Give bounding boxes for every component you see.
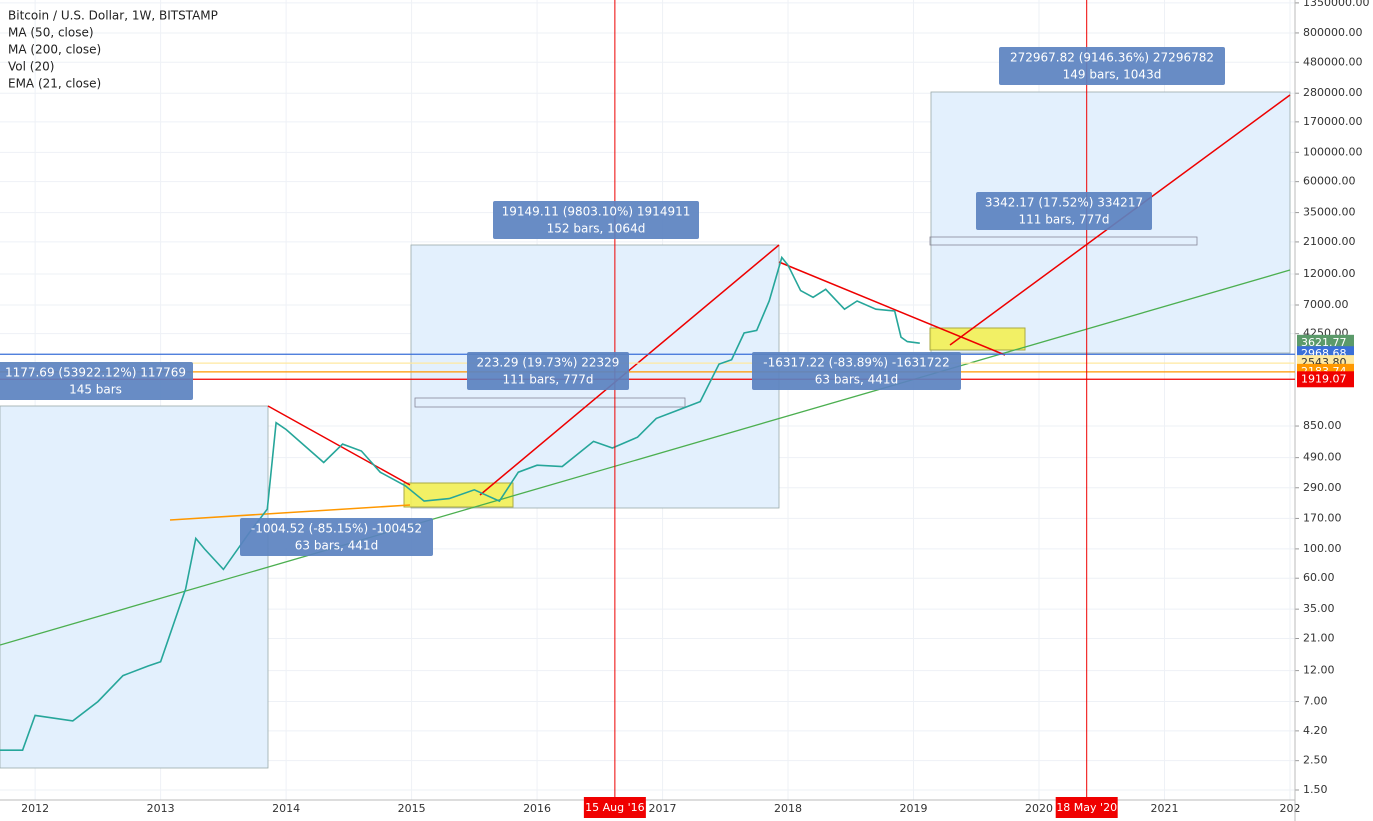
y-tick-label: 4.20 bbox=[1303, 724, 1328, 737]
measure-label: 111 bars, 777d bbox=[502, 373, 593, 387]
x-tick-label: 2013 bbox=[147, 802, 175, 815]
measure-label: 152 bars, 1064d bbox=[547, 222, 646, 236]
y-tick-label: 12000.00 bbox=[1303, 267, 1356, 280]
x-tick-label: 2017 bbox=[649, 802, 677, 815]
study-label: Vol (20) bbox=[8, 60, 54, 74]
y-tick-label: 800000.00 bbox=[1303, 26, 1363, 39]
trend-line bbox=[267, 405, 411, 486]
y-tick-label: 7.00 bbox=[1303, 695, 1328, 708]
x-tick-label: 2016 bbox=[523, 802, 551, 815]
y-tick-label: 480000.00 bbox=[1303, 55, 1363, 68]
measure-label: 3342.17 (17.52%) 334217 bbox=[985, 196, 1143, 210]
range-box bbox=[414, 397, 686, 408]
symbol-title: Bitcoin / U.S. Dollar, 1W, BITSTAMP bbox=[8, 9, 218, 23]
x-tick-label: 2019 bbox=[900, 802, 928, 815]
marker-tag: 18 May '20 bbox=[1056, 801, 1117, 814]
y-tick-label: 100.00 bbox=[1303, 542, 1342, 555]
trend-line bbox=[479, 244, 780, 496]
y-tick-label: 280000.00 bbox=[1303, 86, 1363, 99]
y-tick-label: 170000.00 bbox=[1303, 115, 1363, 128]
marker-tag: 15 Aug '16 bbox=[585, 801, 645, 814]
y-tick-label: 7000.00 bbox=[1303, 298, 1349, 311]
study-label: MA (200, close) bbox=[8, 43, 101, 57]
measure-label: 223.29 (19.73%) 22329 bbox=[477, 356, 620, 370]
y-tick-label: 850.00 bbox=[1303, 419, 1342, 432]
measure-label: -16317.22 (-83.89%) -1631722 bbox=[763, 356, 949, 370]
measure-label: 149 bars, 1043d bbox=[1063, 68, 1162, 82]
y-tick-label: 60.00 bbox=[1303, 571, 1335, 584]
study-label: EMA (21, close) bbox=[8, 77, 101, 91]
y-tick-label: 100000.00 bbox=[1303, 145, 1363, 158]
y-tick-label: 290.00 bbox=[1303, 481, 1342, 494]
price-tag: 1919.07 bbox=[1301, 372, 1347, 385]
price-tag: 3621.77 bbox=[1301, 336, 1347, 349]
marker-tag-bg bbox=[1055, 797, 1118, 818]
y-tick-label: 2.50 bbox=[1303, 754, 1328, 767]
zone bbox=[929, 327, 1026, 351]
y-tick-label: 1350000.00 bbox=[1303, 0, 1369, 9]
measure-box bbox=[467, 352, 629, 390]
measure-box bbox=[240, 518, 433, 556]
y-tick-label: 1.50 bbox=[1303, 783, 1328, 796]
measure-label: 19149.11 (9803.10%) 1914911 bbox=[502, 205, 691, 219]
measure-label: 63 bars, 441d bbox=[295, 539, 378, 553]
trend-line bbox=[778, 261, 1006, 356]
measure-box bbox=[0, 362, 193, 400]
study-label: MA (50, close) bbox=[8, 26, 94, 40]
y-tick-label: 170.00 bbox=[1303, 511, 1342, 524]
y-tick-label: 21000.00 bbox=[1303, 235, 1356, 248]
measure-label: -1004.52 (-85.15%) -100452 bbox=[251, 522, 422, 536]
range-box bbox=[0, 405, 269, 769]
x-tick-label: 2014 bbox=[272, 802, 300, 815]
y-tick-label: 490.00 bbox=[1303, 451, 1342, 464]
y-tick-label: 21.00 bbox=[1303, 631, 1335, 644]
measure-box bbox=[752, 352, 961, 390]
price-tag-bg bbox=[1297, 371, 1354, 388]
x-tick-label: 2021 bbox=[1150, 802, 1178, 815]
measure-label: 111 bars, 777d bbox=[1018, 213, 1109, 227]
y-tick-label: 35.00 bbox=[1303, 602, 1335, 615]
y-tick-label: 60000.00 bbox=[1303, 175, 1356, 188]
measure-label: 63 bars, 441d bbox=[815, 373, 898, 387]
x-tick-label: 2018 bbox=[774, 802, 802, 815]
measure-label: 1177.69 (53922.12%) 117769 bbox=[5, 366, 186, 380]
trend-line bbox=[0, 269, 1291, 646]
measure-label: 272967.82 (9146.36%) 27296782 bbox=[1010, 51, 1214, 65]
x-tick-label: 2020 bbox=[1025, 802, 1053, 815]
range-box bbox=[929, 236, 1198, 246]
measure-box bbox=[976, 192, 1152, 230]
marker-tag-bg bbox=[583, 797, 646, 818]
measure-label: 145 bars bbox=[69, 383, 122, 397]
x-tick-label: 202 bbox=[1279, 802, 1300, 815]
y-tick-label: 35000.00 bbox=[1303, 206, 1356, 219]
measure-box bbox=[999, 47, 1225, 85]
trend-line bbox=[169, 504, 411, 521]
price-line bbox=[0, 255, 920, 751]
measure-box bbox=[493, 201, 699, 239]
y-tick-label: 12.00 bbox=[1303, 664, 1335, 677]
x-tick-label: 2012 bbox=[21, 802, 49, 815]
x-tick-label: 2015 bbox=[398, 802, 426, 815]
